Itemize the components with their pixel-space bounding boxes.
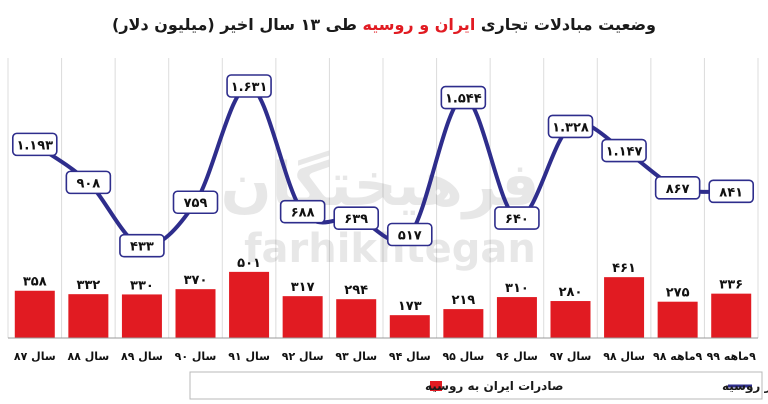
x-tick-label: سال ۹۳ <box>335 350 377 363</box>
line-value-label: ۱.۶۳۱ <box>231 80 268 95</box>
x-tick-label: سال ۹۸ <box>603 350 645 363</box>
x-tick-label: سال ۹۲ <box>282 350 324 363</box>
line-point-box <box>601 138 647 163</box>
line-point-box <box>494 206 540 230</box>
bar-value-label: ۳۱۰ <box>505 281 529 296</box>
line-point-box <box>547 114 594 139</box>
line-point-box <box>11 132 58 157</box>
line-point-box <box>279 199 326 224</box>
line-value-label: ۸۴۱ <box>719 185 743 200</box>
bar-value-label: ۳۷۰ <box>184 273 208 288</box>
legend-line-label: واردات ایران از روسیه <box>722 379 768 394</box>
legend-bar-swatch <box>430 381 442 391</box>
line-value-label: ۱.۱۹۳ <box>16 138 53 153</box>
grid-lines <box>7 58 759 338</box>
x-tick-label: سال ۹۶ <box>496 350 538 363</box>
x-tick-label: سال ۸۷ <box>14 350 56 363</box>
chart-title: وضعیت مبادلات تجاری ایران و روسیه طی ۱۳ … <box>112 15 656 34</box>
title-suffix: طی ۱۳ سال اخیر (میلیون دلار) <box>112 15 357 34</box>
x-tick-label: سال ۸۹ <box>121 350 163 363</box>
title-highlight: ایران و روسیه <box>363 15 476 34</box>
bar <box>711 293 752 338</box>
bar-value-label: ۲۹۴ <box>344 283 368 298</box>
bar-value-label: ۳۱۷ <box>291 280 315 295</box>
bar <box>336 299 377 338</box>
bar-value-label: ۲۱۹ <box>451 293 475 308</box>
bar <box>14 290 55 338</box>
bar <box>496 297 537 338</box>
line-value-label: ۹۰۸ <box>76 176 100 191</box>
legend-bar-label: صادرات ایران به روسیه <box>425 379 563 394</box>
line-value-label: ۷۵۹ <box>184 196 208 211</box>
bar-value-label: ۳۳۲ <box>76 278 100 293</box>
watermark: فرهیختگان farhikhtegan <box>220 150 539 272</box>
line-value-label: ۱.۵۴۴ <box>445 92 482 107</box>
x-tick-label: سال ۹۴ <box>389 350 431 363</box>
line-labels: ۱.۱۹۳ ۹۰۸ ۴۳۳ ۷۵۹ ۱.۶۳۱ ۶۸۸ ۶۳۹ ۵۱۷ ۱.۵۴۴ ۶۴۰ ۱.۳۲… <box>11 74 755 258</box>
bar <box>68 294 109 338</box>
bar <box>229 271 270 338</box>
bar <box>443 309 484 338</box>
x-tick-label: ۹ماهه ۹۸ <box>653 350 703 363</box>
line-point-box <box>440 85 487 110</box>
line-value-label: ۴۳۳ <box>130 240 154 255</box>
bar-value-label: ۱۷۳ <box>398 299 422 314</box>
line-point-box <box>654 176 701 200</box>
bar-value-label: ۳۳۰ <box>130 278 154 293</box>
x-axis: سال ۸۷ سال ۸۸ سال ۸۹ سال ۹۰ سال ۹۱ سال ۹۲ سال … <box>8 337 758 363</box>
line-point-box <box>333 206 380 231</box>
bar <box>657 301 698 338</box>
bar-value-label: ۳۵۸ <box>23 275 47 290</box>
watermark-fa: فرهیختگان <box>220 150 539 220</box>
line-value-label: ۱.۳۲۸ <box>552 120 589 135</box>
line-value-label: ۶۳۹ <box>344 212 368 227</box>
bar-value-label: ۴۶۱ <box>612 261 636 276</box>
bar-value-label: ۲۸۰ <box>559 285 583 300</box>
line-value-label: ۶۸۸ <box>291 206 315 221</box>
title-prefix: وضعیت مبادلات تجاری <box>481 15 656 34</box>
bar-value-label: ۵۰۱ <box>237 256 261 271</box>
bar <box>175 289 216 338</box>
line-point-box <box>386 222 433 247</box>
x-tick-label: سال ۹۷ <box>550 350 592 363</box>
bar <box>121 294 162 338</box>
line-point-box <box>226 74 272 98</box>
x-tick-label: ۹ماهه ۹۹ <box>707 350 757 363</box>
line-value-label: ۵۱۷ <box>398 228 422 243</box>
line-value-label: ۱.۱۴۷ <box>606 145 643 160</box>
x-tick-label: سال ۹۵ <box>442 350 484 363</box>
bar <box>550 301 591 338</box>
bar-labels: ۳۵۸ ۳۳۲ ۳۳۰ ۳۷۰ ۵۰۱ ۳۱۷ ۲۹۴ ۱۷۳ ۲۱۹ ۳۱۰ ۲۸۰ ۴۶۱ ۲۷۵ ۳… <box>23 256 743 314</box>
line-value-label: ۸۶۷ <box>666 182 690 197</box>
line-point-box <box>65 170 112 195</box>
bar-series <box>14 271 752 338</box>
x-tick-label: سال ۸۸ <box>67 350 109 363</box>
bar-value-label: ۲۷۵ <box>666 286 690 301</box>
line-value-label: ۶۴۰ <box>505 212 529 227</box>
line-point-box <box>119 233 165 258</box>
bar <box>282 296 323 338</box>
line-point-box <box>172 190 219 215</box>
line-point-box <box>708 179 755 204</box>
x-tick-label: سال ۹۱ <box>228 350 270 363</box>
x-tick-label: سال ۹۰ <box>175 350 217 363</box>
bar-value-label: ۳۳۶ <box>719 278 743 293</box>
bar <box>604 277 645 338</box>
legend: صادرات ایران به روسیه واردات ایران از رو… <box>189 371 768 400</box>
bar <box>389 315 430 338</box>
legend-frame <box>189 371 763 400</box>
